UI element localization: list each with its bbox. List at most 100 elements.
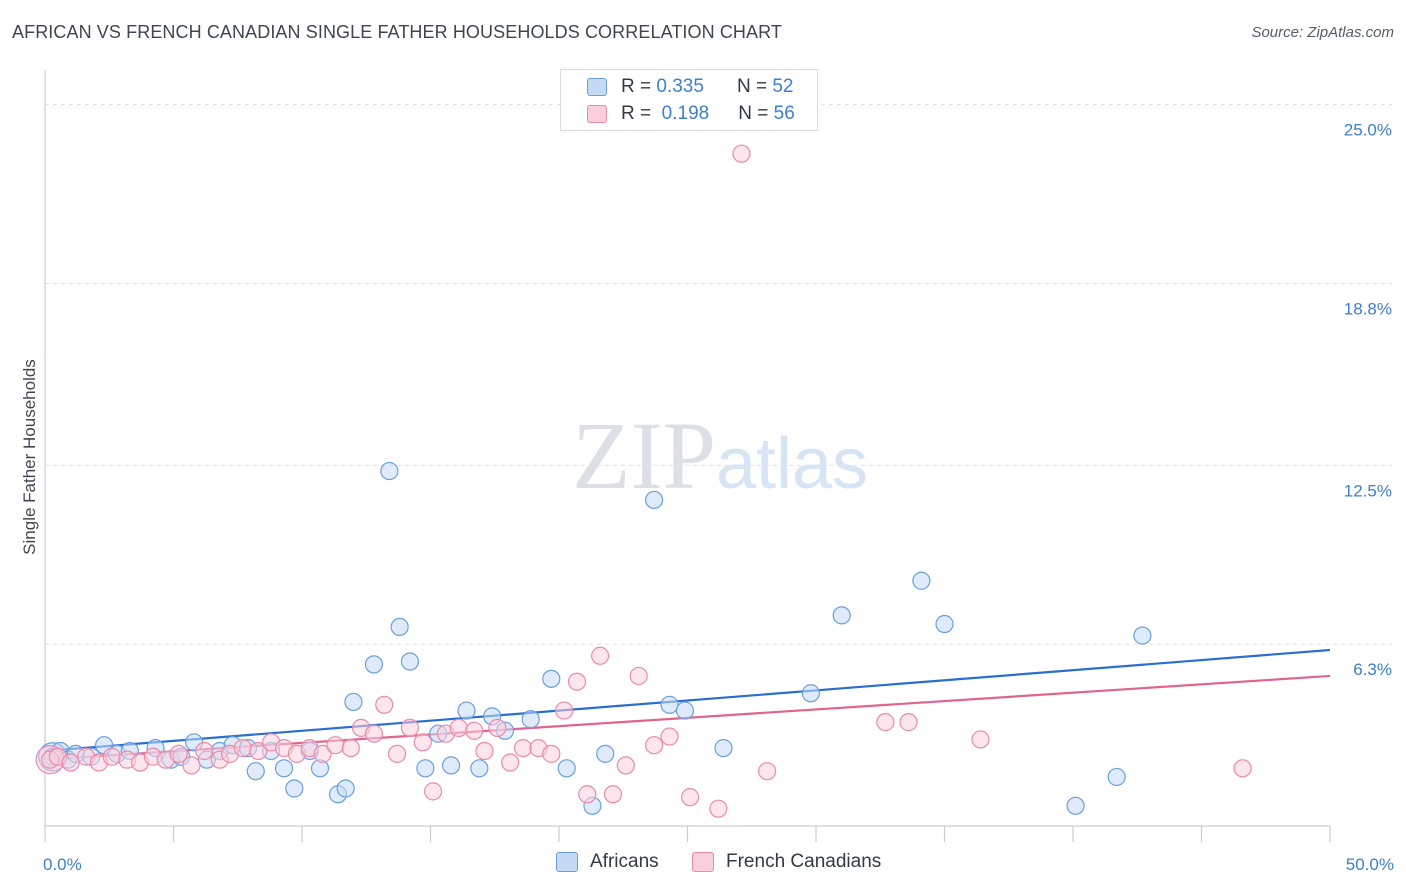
africans-point <box>1107 767 1126 787</box>
chart-source: Source: ZipAtlas.com <box>1251 24 1394 41</box>
french-canadians-point <box>591 646 610 665</box>
africans-point <box>364 655 384 674</box>
n-label: N = <box>736 76 768 97</box>
africans-legend-swatch <box>556 852 578 872</box>
data-points <box>35 144 1252 818</box>
africans-swatch <box>587 78 607 96</box>
africans-point <box>660 695 679 714</box>
series-legend: Africans French Canadians <box>0 851 1406 877</box>
x-tick-label: 50.0% <box>1346 855 1394 874</box>
africans-point <box>832 606 851 625</box>
africans-trend-line <box>44 648 1331 753</box>
french-canadians-point <box>341 738 360 758</box>
africans-point <box>521 710 540 729</box>
gridlines <box>45 104 1392 645</box>
french-canadians-point <box>449 718 468 737</box>
legend-item-africans[interactable]: Africans <box>556 851 659 873</box>
africans-point <box>274 759 294 778</box>
africans-point <box>912 571 931 590</box>
africans-point <box>390 617 409 637</box>
french-canadians-point <box>313 744 332 763</box>
africans-point <box>285 779 304 798</box>
french-canadians-point <box>709 799 728 818</box>
y-tick-label: 25.0% <box>1344 121 1392 140</box>
r-label: R = <box>621 76 652 97</box>
africans-point <box>542 669 561 688</box>
french-canadians-point <box>364 724 384 743</box>
french-canadians-point <box>61 753 80 772</box>
legend-row-africans: R = 0.335 N = 52 <box>587 75 793 99</box>
french-canadians-point <box>169 744 188 763</box>
tick-labels: 6.3% 12.5% 18.8% 25.0% 0.0% 50.0% <box>43 121 1394 874</box>
french-canadians-legend-swatch <box>692 852 714 872</box>
x-tick-label: 0.0% <box>43 855 82 874</box>
french-canadians-point <box>680 788 700 807</box>
y-tick-label: 6.3% <box>1353 660 1392 679</box>
watermark-zip: ZIP <box>572 402 716 509</box>
legend-item-french-canadians[interactable]: French Canadians <box>692 851 881 873</box>
r-value: 0.335 <box>656 76 704 97</box>
africans-point <box>557 759 576 778</box>
africans-point <box>400 652 420 671</box>
n-value: 56 <box>773 103 795 124</box>
french-canadians-point <box>513 738 533 758</box>
africans-point <box>416 759 435 778</box>
y-tick-label: 18.8% <box>1344 300 1392 319</box>
n-label: N = <box>738 103 769 124</box>
french-canadians-point <box>616 756 635 775</box>
french-canadians-point <box>876 713 895 732</box>
africans-point <box>380 461 399 481</box>
africans-point <box>344 692 363 712</box>
french-canadians-point <box>465 721 484 740</box>
french-canadians-point <box>660 727 679 746</box>
french-canadians-point <box>102 747 121 766</box>
africans-point <box>644 490 664 510</box>
stats-legend: R = 0.335 N = 52 R = 0.198 N = 56 <box>560 69 818 131</box>
french-canadians-point <box>629 666 648 686</box>
french-canadians-legend-label: French Canadians <box>726 851 882 872</box>
africans-point <box>441 756 461 775</box>
french-canadians-point <box>603 785 623 804</box>
r-label: R = <box>621 103 652 124</box>
chart-title: AFRICAN VS FRENCH CANADIAN SINGLE FATHER… <box>12 22 783 42</box>
axes <box>44 70 1331 842</box>
french-canadians-point <box>758 762 777 781</box>
africans-point <box>246 762 265 781</box>
r-value: 0.198 <box>661 103 710 124</box>
africans-point <box>935 614 954 634</box>
n-value: 52 <box>772 76 794 97</box>
french-canadians-point <box>475 741 494 761</box>
africans-point <box>336 779 355 798</box>
africans-point <box>596 744 615 763</box>
watermark: ZIPatlas <box>572 402 868 509</box>
africans-legend-label: Africans <box>590 851 659 872</box>
africans-point <box>470 759 489 778</box>
africans-point <box>1133 626 1152 645</box>
french-canadians-point <box>644 736 664 755</box>
legend-row-french-canadians: R = 0.198 N = 56 <box>587 102 795 126</box>
french-canadians-point <box>578 785 597 804</box>
africans-point <box>714 738 733 758</box>
french-canadians-point <box>971 730 990 749</box>
africans-point <box>675 701 695 720</box>
french-canadians-point <box>542 744 561 763</box>
french-canadians-point <box>375 695 394 714</box>
french-canadians-point <box>1233 759 1252 778</box>
french-canadians-point <box>488 718 507 737</box>
french-canadians-point <box>233 738 252 758</box>
french-canadians-point <box>413 733 432 752</box>
french-canadians-point <box>732 144 751 163</box>
africans-point <box>1066 796 1085 815</box>
french-canadians-point <box>501 753 520 772</box>
watermark-atlas: atlas <box>716 424 868 504</box>
french-canadians-point <box>182 756 201 775</box>
french-canadians-point <box>555 701 574 720</box>
y-tick-label: 12.5% <box>1344 481 1392 500</box>
french-canadians-point <box>423 782 443 801</box>
africans-point <box>457 701 476 720</box>
french-canadians-point <box>326 736 345 755</box>
french-canadians-point <box>899 713 918 732</box>
french-canadians-point <box>195 741 214 761</box>
french-canadians-point <box>387 744 407 763</box>
